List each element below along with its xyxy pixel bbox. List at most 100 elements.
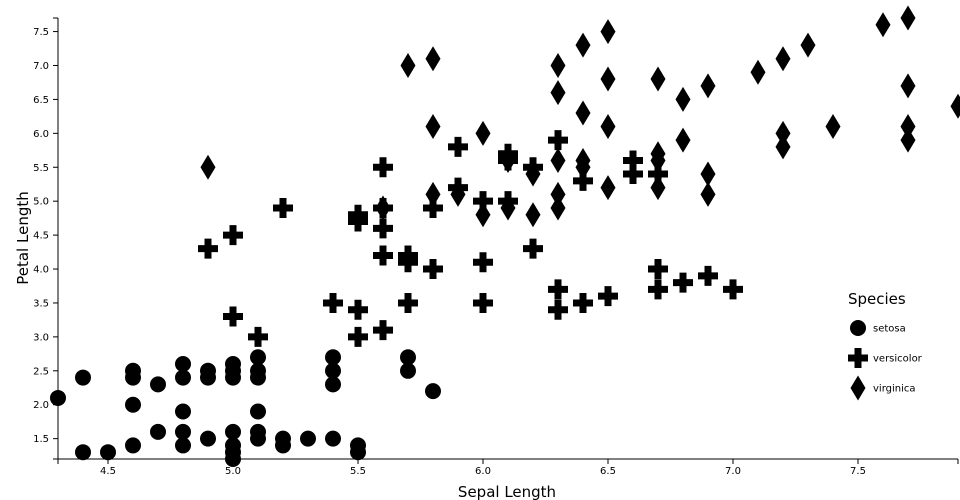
virginica-point bbox=[575, 154, 591, 180]
versicolor-point bbox=[373, 157, 393, 178]
virginica-point bbox=[550, 181, 566, 207]
virginica-point bbox=[675, 86, 691, 112]
y-axis-title: Petal Length bbox=[14, 191, 32, 285]
versicolor-point bbox=[723, 279, 743, 300]
virginica-point bbox=[775, 120, 791, 146]
y-tick-label: 6.5 bbox=[33, 95, 49, 106]
legend-label: versicolor bbox=[873, 354, 923, 365]
versicolor-point bbox=[548, 130, 568, 151]
setosa-point bbox=[150, 376, 166, 393]
virginica-point bbox=[425, 114, 441, 140]
virginica-point bbox=[600, 175, 616, 201]
virginica-point bbox=[425, 181, 441, 207]
versicolor-point bbox=[473, 191, 493, 212]
x-tick-label: 7.0 bbox=[725, 466, 741, 477]
legend: Species setosa versicolor virginica bbox=[848, 290, 923, 401]
virginica-point bbox=[900, 114, 916, 140]
y-tick-label: 3.0 bbox=[33, 332, 49, 343]
versicolor-point bbox=[673, 272, 693, 293]
versicolor-point bbox=[698, 265, 718, 286]
versicolor-point bbox=[223, 225, 243, 246]
setosa-point bbox=[125, 396, 141, 413]
x-tick-label: 4.5 bbox=[100, 466, 116, 477]
versicolor-point bbox=[523, 238, 543, 259]
x-axis-title: Sepal Length bbox=[458, 483, 556, 500]
y-tick-label: 5.0 bbox=[33, 197, 49, 208]
y-tick-label: 4.5 bbox=[33, 231, 49, 242]
setosa-point bbox=[425, 383, 441, 400]
virginica-point bbox=[650, 66, 666, 92]
setosa-point bbox=[175, 356, 191, 373]
versicolor-point bbox=[373, 218, 393, 239]
setosa-point bbox=[175, 437, 191, 454]
versicolor-point bbox=[223, 306, 243, 327]
versicolor-point bbox=[448, 136, 468, 157]
y-tick-label: 3.5 bbox=[33, 298, 49, 309]
x-tick-label: 6.5 bbox=[600, 466, 616, 477]
y-tick-label: 2.0 bbox=[33, 400, 49, 411]
versicolor-point bbox=[648, 279, 668, 300]
y-tick-label: 1.5 bbox=[33, 434, 49, 445]
versicolor-point bbox=[473, 252, 493, 273]
virginica-point bbox=[425, 46, 441, 72]
legend-items: setosa versicolor virginica bbox=[848, 320, 923, 401]
versicolor-point bbox=[648, 164, 668, 185]
virginica-point bbox=[750, 59, 766, 85]
setosa-point bbox=[350, 444, 366, 461]
setosa-point bbox=[250, 349, 266, 366]
setosa-point bbox=[125, 369, 141, 386]
virginica-point bbox=[875, 12, 891, 38]
x-tick-label: 7.5 bbox=[850, 466, 866, 477]
versicolor-point bbox=[623, 150, 643, 171]
y-tick-label: 5.5 bbox=[33, 163, 49, 174]
versicolor-point bbox=[623, 164, 643, 185]
virginica-point bbox=[950, 93, 960, 119]
legend-label: setosa bbox=[873, 324, 906, 335]
setosa-point bbox=[225, 369, 241, 386]
versicolor-point bbox=[423, 197, 443, 218]
legend-diamond-marker bbox=[850, 375, 866, 401]
setosa-point bbox=[300, 430, 316, 447]
legend-label: virginica bbox=[873, 384, 916, 395]
virginica-point bbox=[550, 80, 566, 106]
y-tick-label: 7.0 bbox=[33, 61, 49, 72]
virginica-point bbox=[600, 66, 616, 92]
virginica-point bbox=[575, 100, 591, 126]
versicolor-point bbox=[248, 326, 268, 347]
setosa-point bbox=[275, 437, 291, 454]
virginica-point bbox=[700, 181, 716, 207]
versicolor-point bbox=[573, 292, 593, 313]
setosa-point bbox=[325, 430, 341, 447]
virginica-point bbox=[475, 202, 491, 228]
setosa-point bbox=[100, 444, 116, 461]
virginica-point bbox=[550, 52, 566, 78]
versicolor-point bbox=[398, 292, 418, 313]
virginica-point bbox=[525, 161, 541, 187]
setosa-point bbox=[175, 369, 191, 386]
virginica-point bbox=[900, 127, 916, 153]
setosa-point bbox=[250, 403, 266, 420]
y-tick-label: 2.5 bbox=[33, 366, 49, 377]
virginica-point bbox=[700, 73, 716, 99]
setosa-point bbox=[125, 437, 141, 454]
versicolor-point bbox=[473, 292, 493, 313]
virginica-point bbox=[900, 73, 916, 99]
legend-circle-marker bbox=[850, 320, 866, 336]
virginica-point bbox=[600, 114, 616, 140]
virginica-point bbox=[550, 195, 566, 221]
setosa-point bbox=[325, 349, 341, 366]
legend-item-setosa: setosa bbox=[850, 320, 906, 336]
y-tick-label: 4.0 bbox=[33, 265, 49, 276]
virginica-point bbox=[400, 52, 416, 78]
setosa-point bbox=[250, 369, 266, 386]
virginica-point bbox=[650, 175, 666, 201]
setosa-point bbox=[225, 423, 241, 440]
virginica-point bbox=[825, 114, 841, 140]
versicolor-point bbox=[548, 279, 568, 300]
legend-item-versicolor: versicolor bbox=[848, 348, 923, 368]
virginica-point bbox=[200, 154, 216, 180]
setosa-point bbox=[325, 376, 341, 393]
x-tick-label: 5.0 bbox=[225, 466, 241, 477]
versicolor-point bbox=[648, 259, 668, 280]
